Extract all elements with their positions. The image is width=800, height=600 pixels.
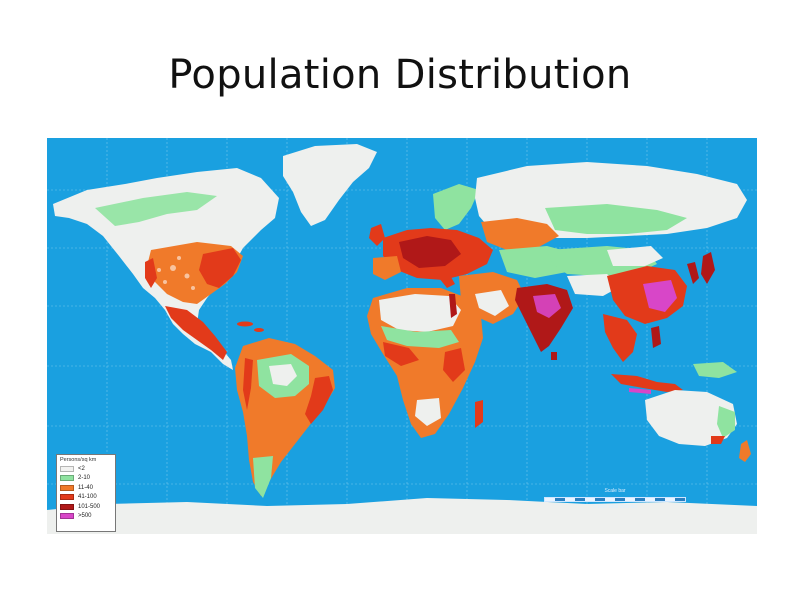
legend-item: 11-40 (57, 483, 115, 493)
legend-item: <2 (57, 464, 115, 474)
scale-bar: Scale bar 0 1000 2000 3000 km (540, 488, 690, 509)
greenland (283, 144, 377, 226)
scale-bar-graphic (544, 497, 686, 502)
mongolia (607, 246, 663, 266)
legend-swatch (60, 513, 74, 520)
mexico-central-america (165, 306, 227, 360)
usa-west-coast (145, 258, 157, 288)
west-africa-dense (383, 342, 419, 366)
uk-ireland (369, 224, 385, 246)
sahel-green (381, 326, 459, 348)
caribbean (237, 321, 264, 332)
legend-swatch (60, 484, 74, 491)
antarctica (47, 498, 757, 534)
legend-label: 41-100 (78, 494, 97, 501)
arabia-desert (475, 290, 509, 316)
siberia-sparse (545, 204, 687, 234)
legend-label: 2-10 (78, 475, 91, 482)
legend-title: Persons/sq km (60, 457, 97, 463)
legend: Persons/sq km <2 2-10 11-40 41-100 101-5… (56, 454, 116, 532)
usa-east-dense (199, 248, 241, 288)
legend-label: 11-40 (78, 484, 93, 491)
scandinavia (433, 184, 479, 230)
new-guinea (693, 362, 737, 378)
nile-delta (449, 294, 457, 318)
tibet (567, 274, 621, 296)
legend-item: >500 (57, 512, 115, 522)
sri-lanka (551, 352, 557, 360)
amazon-empty (269, 364, 297, 386)
india (515, 284, 573, 352)
italy-balkans (435, 268, 455, 288)
patagonia (253, 456, 273, 498)
philippines (651, 326, 661, 348)
sahara (379, 294, 461, 332)
legend-swatch (60, 494, 74, 501)
australia (645, 390, 737, 446)
andes-red (243, 358, 253, 410)
usa-speckles (157, 256, 195, 290)
legend-swatch (60, 475, 74, 482)
iberia (373, 256, 401, 280)
southeast-asia (603, 314, 637, 362)
legend-item: 41-100 (57, 493, 115, 503)
legend-label: >500 (78, 513, 92, 520)
scale-ticks: 0 1000 2000 3000 km (593, 504, 637, 509)
indonesia (611, 374, 683, 392)
india-dense (533, 294, 561, 318)
australia-east-coast (717, 406, 735, 438)
slide-title: Population Distribution (168, 52, 632, 98)
scale-text: Scale bar (604, 488, 626, 494)
east-africa-dense (443, 348, 465, 382)
legend-label: <2 (78, 465, 85, 472)
java (629, 388, 651, 394)
new-zealand (739, 440, 751, 462)
korea-japan (687, 252, 715, 284)
legend-swatch (60, 503, 74, 510)
world-population-map (47, 138, 757, 534)
north-america-greenzone (95, 192, 217, 226)
russia-west-populated (481, 218, 559, 250)
australia-se-dense (711, 436, 725, 444)
brazil-coast-dense (305, 376, 333, 424)
kalahari (415, 398, 441, 426)
madagascar (475, 400, 483, 428)
europe-dense (399, 236, 461, 268)
legend-item: 2-10 (57, 474, 115, 484)
china-east-dense (643, 280, 677, 312)
legend-item: 101-500 (57, 502, 115, 512)
legend-swatch (60, 465, 74, 472)
legend-label: 101-500 (78, 503, 101, 510)
